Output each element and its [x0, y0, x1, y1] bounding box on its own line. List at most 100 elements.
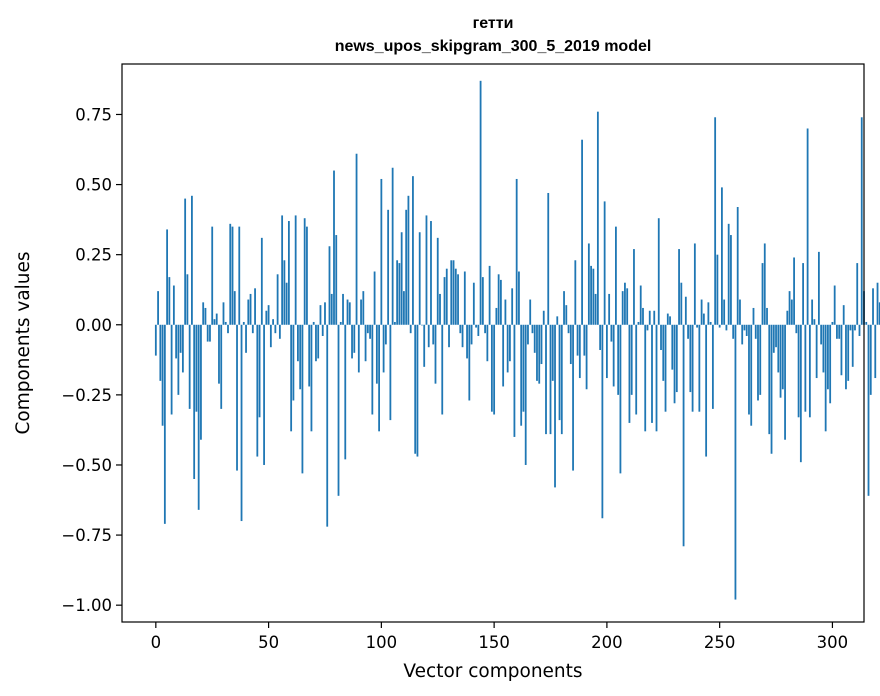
bar: [660, 324, 662, 351]
bar: [301, 324, 304, 474]
bar: [184, 198, 187, 325]
bar: [827, 324, 829, 390]
bar: [693, 243, 696, 325]
bar: [817, 251, 820, 325]
bar: [590, 265, 592, 325]
bar: [572, 324, 574, 471]
x-tick-label: 50: [258, 633, 279, 652]
bar: [836, 324, 838, 339]
bar: [400, 232, 403, 325]
bar: [635, 324, 638, 415]
bar: [193, 324, 196, 479]
bar: [709, 321, 712, 325]
bar: [269, 324, 272, 348]
bar: [513, 324, 516, 437]
bar: [757, 324, 759, 401]
bar: [450, 260, 453, 325]
bar: [574, 260, 577, 325]
bar: [319, 305, 322, 325]
bar: [206, 324, 209, 342]
bar: [177, 324, 180, 395]
bar: [691, 324, 694, 412]
bar: [423, 324, 426, 367]
bar: [716, 254, 719, 325]
bar: [393, 321, 396, 325]
bar: [772, 324, 775, 353]
bar: [315, 324, 317, 362]
bar: [565, 305, 568, 325]
bar: [673, 324, 676, 404]
bar: [599, 324, 602, 351]
bar: [276, 274, 279, 325]
bar: [833, 285, 836, 325]
bar: [418, 232, 421, 325]
bar: [412, 176, 414, 325]
bar: [854, 324, 856, 331]
bar: [858, 324, 861, 336]
bar: [297, 324, 299, 362]
bar: [872, 288, 874, 325]
bar: [610, 324, 613, 342]
bar: [263, 324, 265, 465]
bar: [195, 324, 198, 412]
bar: [845, 324, 847, 390]
bar: [556, 316, 559, 325]
y-tick-label: 0.25: [75, 246, 112, 265]
bar: [285, 282, 288, 325]
bar: [506, 324, 509, 373]
chart-title: гетти: [473, 15, 514, 32]
bar: [484, 324, 486, 334]
bar: [260, 237, 263, 325]
y-tick-label: −0.75: [61, 526, 112, 545]
bar: [860, 117, 863, 325]
bars-group: [154, 80, 880, 600]
bar: [493, 324, 496, 415]
bar: [351, 324, 353, 359]
bar: [822, 324, 825, 373]
bar: [509, 324, 511, 362]
bar: [238, 226, 241, 325]
x-tick-label: 250: [704, 633, 736, 652]
bar: [536, 324, 538, 381]
bar: [166, 229, 168, 325]
bar: [439, 293, 441, 325]
bar: [779, 324, 782, 398]
bar: [191, 195, 193, 325]
bar: [576, 324, 579, 356]
bar: [711, 324, 714, 409]
bar: [387, 209, 390, 325]
bar: [802, 263, 804, 325]
bar: [603, 201, 606, 325]
bar: [209, 324, 211, 342]
bar: [558, 324, 561, 421]
bar: [188, 324, 191, 409]
bar: [403, 291, 405, 325]
x-tick-label: 0: [151, 633, 162, 652]
bar: [414, 324, 417, 454]
bar: [761, 263, 764, 325]
y-tick-label: −1.00: [61, 596, 112, 615]
bar: [786, 310, 789, 325]
bar: [540, 324, 543, 365]
bar: [531, 324, 534, 334]
bar: [741, 324, 744, 345]
bar: [211, 226, 214, 325]
bar: [326, 324, 329, 527]
bar: [596, 111, 599, 325]
bar: [714, 117, 717, 325]
bar: [876, 282, 879, 325]
bar: [865, 321, 868, 325]
bar: [669, 316, 671, 325]
bar: [430, 221, 432, 325]
bar: [594, 293, 597, 325]
bar: [804, 324, 807, 412]
bar: [371, 324, 374, 415]
bar: [524, 324, 527, 465]
bar: [163, 324, 166, 524]
bar: [486, 324, 489, 362]
bar: [527, 324, 529, 345]
bar: [466, 324, 468, 359]
bar: [452, 260, 455, 325]
x-tick-label: 300: [817, 633, 849, 652]
